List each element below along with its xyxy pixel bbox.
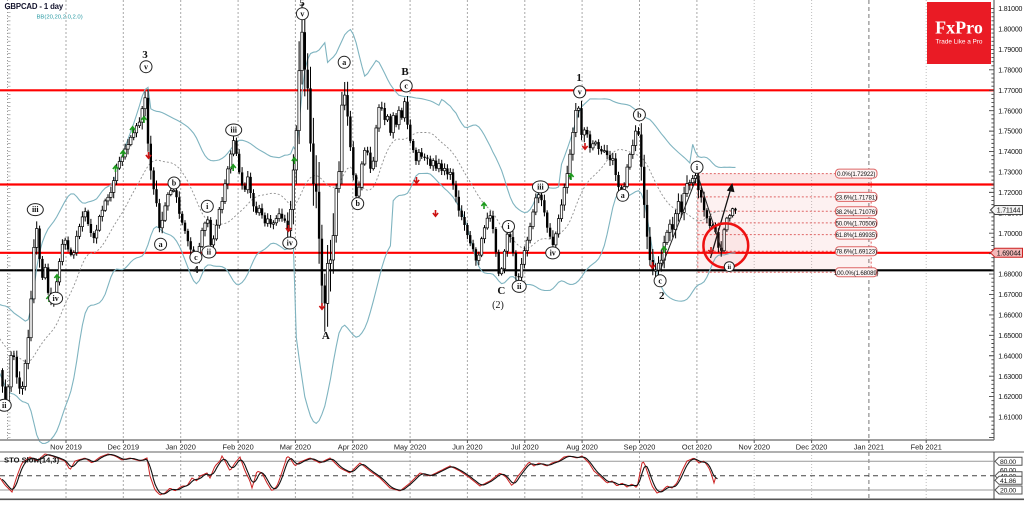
svg-text:Feb 2021: Feb 2021 (911, 443, 942, 452)
svg-text:80.00: 80.00 (1000, 459, 1016, 466)
svg-text:1.78000: 1.78000 (998, 68, 1022, 75)
svg-text:b: b (172, 179, 177, 188)
svg-text:60.00: 60.00 (1000, 468, 1016, 475)
svg-text:Jan 2021: Jan 2021 (854, 443, 884, 452)
svg-text:i: i (507, 222, 510, 231)
svg-text:Sep 2020: Sep 2020 (624, 443, 656, 452)
svg-text:iv: iv (550, 249, 556, 258)
svg-text:ii: ii (2, 401, 7, 410)
svg-text:1.69044: 1.69044 (997, 250, 1021, 257)
svg-text:i: i (696, 163, 699, 172)
svg-text:v: v (144, 62, 148, 71)
svg-text:B: B (401, 66, 409, 78)
svg-text:ii: ii (207, 248, 212, 257)
svg-text:1.70000: 1.70000 (998, 231, 1022, 238)
svg-text:c: c (194, 253, 198, 262)
svg-text:Mar 2020: Mar 2020 (280, 443, 311, 452)
svg-text:1.77000: 1.77000 (998, 88, 1022, 95)
svg-text:a: a (621, 191, 625, 200)
svg-text:c: c (404, 82, 408, 91)
svg-text:2: 2 (659, 290, 665, 302)
svg-text:i: i (206, 202, 209, 211)
svg-text:Dec 2020: Dec 2020 (796, 443, 828, 452)
svg-text:v: v (300, 9, 304, 18)
svg-text:41.86: 41.86 (1000, 478, 1016, 485)
svg-text:iv: iv (52, 294, 58, 303)
svg-text:1.72000: 1.72000 (998, 190, 1022, 197)
svg-text:1.81000: 1.81000 (998, 6, 1022, 13)
svg-text:iii: iii (230, 126, 237, 135)
svg-text:Dec 2019: Dec 2019 (107, 443, 139, 452)
svg-text:1.75000: 1.75000 (998, 129, 1022, 136)
svg-text:iii: iii (32, 205, 39, 214)
svg-text:38.2%(1.71076): 38.2%(1.71076) (836, 209, 877, 216)
svg-text:b: b (637, 110, 642, 119)
svg-text:ii: ii (517, 282, 522, 291)
svg-text:(2): (2) (492, 300, 504, 311)
svg-text:Jan 2020: Jan 2020 (165, 443, 195, 452)
svg-text:Aug 2020: Aug 2020 (566, 443, 598, 452)
svg-text:1.80000: 1.80000 (998, 27, 1022, 34)
svg-text:0.0%(1.72922): 0.0%(1.72922) (837, 171, 875, 178)
svg-text:1.74000: 1.74000 (998, 149, 1022, 156)
svg-text:1.66000: 1.66000 (998, 313, 1022, 320)
svg-text:Oct 2020: Oct 2020 (682, 443, 712, 452)
svg-text:1.64000: 1.64000 (998, 353, 1022, 360)
svg-text:1.76000: 1.76000 (998, 108, 1022, 115)
svg-text:1.65000: 1.65000 (998, 333, 1022, 340)
svg-text:50.0%(1.70506): 50.0%(1.70506) (836, 220, 877, 227)
svg-text:1.62000: 1.62000 (998, 394, 1022, 401)
svg-text:c: c (658, 276, 662, 285)
svg-text:Nov 2020: Nov 2020 (738, 443, 770, 452)
svg-text:1: 1 (576, 72, 582, 84)
svg-text:23.6%(1.71781): 23.6%(1.71781) (836, 194, 877, 201)
svg-text:1.67000: 1.67000 (998, 292, 1022, 299)
svg-text:a: a (159, 240, 163, 249)
svg-text:5: 5 (299, 0, 305, 9)
svg-text:1.73000: 1.73000 (998, 170, 1022, 177)
svg-text:BB(20,20,2.0,2.0): BB(20,20,2.0,2.0) (37, 15, 83, 21)
svg-text:1.61000: 1.61000 (998, 415, 1022, 422)
svg-text:20.00: 20.00 (1000, 488, 1016, 495)
svg-text:iii: iii (537, 183, 544, 192)
svg-text:Jul 2020: Jul 2020 (511, 443, 539, 452)
svg-text:Trade Like a Pro: Trade Like a Pro (935, 39, 982, 46)
svg-text:1.63000: 1.63000 (998, 374, 1022, 381)
svg-text:v: v (578, 88, 582, 97)
svg-text:Jun 2020: Jun 2020 (452, 443, 482, 452)
svg-text:a: a (342, 58, 346, 67)
svg-text:78.6%(1.69123): 78.6%(1.69123) (836, 249, 877, 256)
svg-text:STO Slow(14,3): STO Slow(14,3) (4, 456, 60, 465)
svg-text:FxPro: FxPro (935, 18, 983, 38)
svg-text:Nov 2019: Nov 2019 (50, 443, 82, 452)
svg-text:1.79000: 1.79000 (998, 47, 1022, 54)
svg-text:C: C (497, 285, 505, 297)
svg-text:b: b (355, 199, 360, 208)
svg-text:1.71144: 1.71144 (997, 208, 1021, 215)
svg-text:GBPCAD - 1 day: GBPCAD - 1 day (5, 2, 64, 11)
svg-text:iv: iv (287, 239, 293, 248)
svg-text:ii: ii (727, 264, 731, 271)
svg-text:May 2020: May 2020 (394, 443, 426, 452)
svg-text:Apr 2020: Apr 2020 (338, 443, 368, 452)
svg-text:3: 3 (142, 49, 148, 61)
svg-text:A: A (322, 330, 330, 342)
svg-text:100.0%(1.68089): 100.0%(1.68089) (834, 270, 879, 277)
svg-text:1.68000: 1.68000 (998, 272, 1022, 279)
svg-text:4: 4 (193, 264, 199, 276)
svg-text:61.8%(1.69935): 61.8%(1.69935) (836, 232, 877, 239)
svg-text:Feb 2020: Feb 2020 (222, 443, 253, 452)
